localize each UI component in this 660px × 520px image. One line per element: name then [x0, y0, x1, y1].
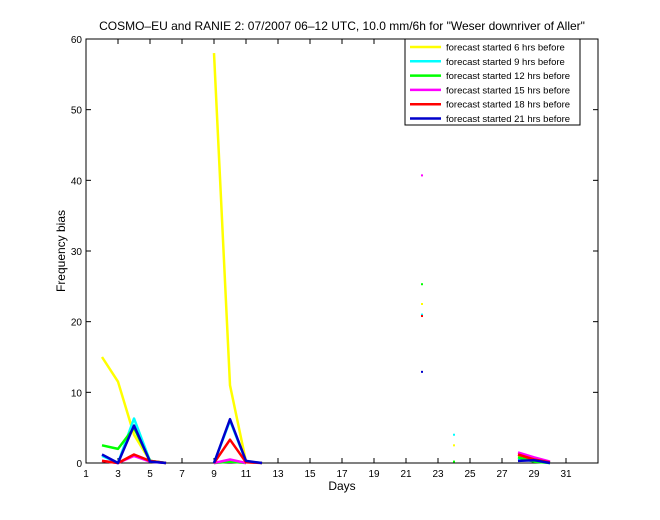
- x-tick-label: 5: [147, 469, 153, 480]
- series-line: [212, 417, 263, 465]
- data-point: [453, 433, 455, 436]
- legend-label: forecast started 21 hrs before: [446, 114, 570, 125]
- x-tick-label: 11: [241, 469, 252, 480]
- data-point: [421, 370, 423, 373]
- data-point: [453, 444, 455, 447]
- data-point: [421, 303, 423, 305]
- y-tick-label: 0: [76, 459, 82, 470]
- series-layer: [100, 53, 551, 465]
- series-line: [517, 458, 551, 465]
- x-tick-label: 17: [336, 469, 348, 480]
- x-tick-label: 15: [304, 469, 316, 480]
- x-tick-label: 25: [464, 469, 476, 480]
- legend-label: forecast started 9 hrs before: [446, 57, 565, 68]
- y-tick-label: 10: [71, 388, 83, 399]
- x-tick-label: 23: [432, 469, 444, 480]
- x-tick-label: 31: [560, 469, 572, 480]
- legend-label: forecast started 12 hrs before: [446, 71, 570, 82]
- y-tick-label: 50: [71, 106, 83, 117]
- x-axis: 1 3 5 7 9 11 13 15 17 19 21 23 25 27 29 31: [83, 39, 572, 480]
- series-6: [101, 370, 551, 465]
- x-tick-label: 3: [115, 469, 121, 480]
- legend-items: forecast started 6 hrs before forecast st…: [410, 43, 570, 125]
- y-tick-label: 60: [71, 35, 83, 46]
- x-tick-label: 9: [211, 469, 217, 480]
- y-tick-label: 40: [71, 176, 83, 187]
- legend-label: forecast started 18 hrs before: [446, 100, 570, 111]
- data-point: [421, 315, 423, 318]
- x-tick-label: 1: [83, 469, 89, 480]
- series-line: [213, 458, 247, 465]
- data-point: [453, 460, 455, 463]
- legend: forecast started 6 hrs before forecast st…: [404, 38, 581, 126]
- x-axis-label: Days: [328, 479, 355, 493]
- data-point: [421, 174, 423, 177]
- x-tick-label: 7: [179, 469, 185, 480]
- series-line: [101, 424, 167, 465]
- x-tick-label: 29: [528, 469, 540, 480]
- chart-title: COSMO–EU and RANIE 2: 07/2007 06–12 UTC,…: [99, 19, 585, 33]
- data-point: [421, 283, 423, 286]
- y-axis: 0 10 20 30 40 50 60: [71, 35, 598, 470]
- x-tick-label: 27: [496, 469, 508, 480]
- data-point: [421, 313, 423, 316]
- y-tick-label: 20: [71, 318, 83, 329]
- legend-box: [404, 38, 581, 126]
- y-axis-label: Frequency bias: [54, 210, 68, 292]
- x-tick-label: 19: [368, 469, 380, 480]
- y-tick-label: 30: [71, 247, 83, 258]
- x-tick-label: 21: [400, 469, 412, 480]
- legend-label: forecast started 15 hrs before: [446, 85, 570, 96]
- legend-label: forecast started 6 hrs before: [446, 43, 565, 54]
- x-tick-label: 13: [272, 469, 284, 480]
